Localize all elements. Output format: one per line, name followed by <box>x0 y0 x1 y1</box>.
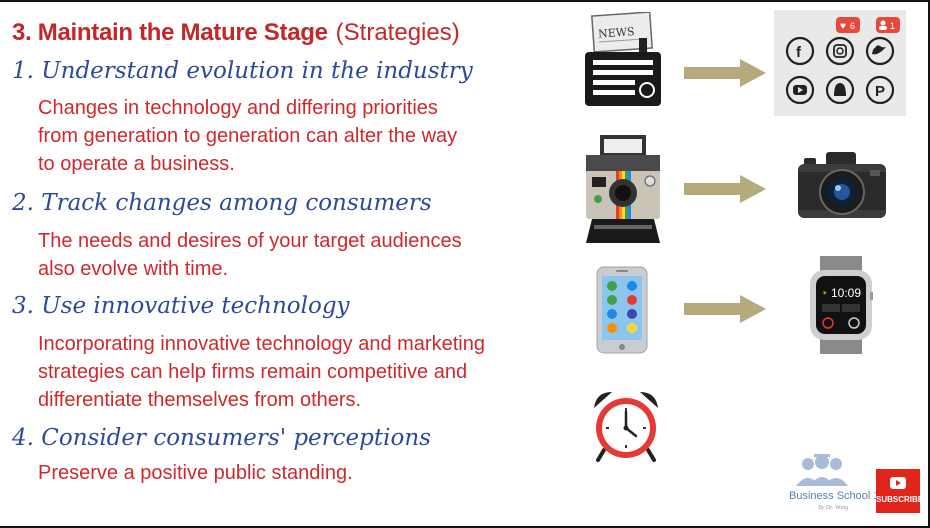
follow-badge-count: 1 <box>890 21 895 31</box>
watch-time: 10:09 <box>831 286 861 300</box>
smartwatch-icon: ☀ 10:09 <box>808 256 874 358</box>
social-media-icon: f P ♥ 6 1 <box>774 10 906 120</box>
arrow-right-icon <box>684 294 768 328</box>
section-body-2: The needs and desires of your target aud… <box>38 227 462 283</box>
logo-text: Business School 101 <box>789 490 892 502</box>
section-body-3: Incorporating innovative technology and … <box>38 330 485 414</box>
section-line: Changes in technology and differing prio… <box>38 97 438 119</box>
title-main: 3. Maintain the Mature Stage <box>12 19 328 46</box>
section-line: also evolve with time. <box>38 258 229 280</box>
business-school-logo-icon <box>784 454 860 494</box>
section-line: Preserve a positive public standing. <box>38 462 353 484</box>
section-body-4: Preserve a positive public standing. <box>38 459 353 487</box>
section-line: Incorporating innovative technology and … <box>38 333 485 355</box>
frame-right-border <box>928 0 930 528</box>
section-line: differentiate themselves from others. <box>38 389 362 411</box>
dslr-camera-icon <box>796 150 888 226</box>
svg-text:♥: ♥ <box>840 21 846 32</box>
subscribe-label: SUBSCRIBE <box>876 495 924 504</box>
youtube-play-icon <box>890 477 906 489</box>
subscribe-button[interactable]: SUBSCRIBE <box>876 469 924 513</box>
section-line: strategies can help firms remain competi… <box>38 361 468 383</box>
svg-text:f: f <box>796 44 802 61</box>
arrow-right-icon <box>684 174 768 208</box>
section-heading-4: 4. Consider consumers' perceptions <box>12 425 431 451</box>
svg-text:☀: ☀ <box>822 290 827 297</box>
section-heading-1: 1. Understand evolution in the industry <box>12 58 473 84</box>
frame-bottom-border <box>0 526 930 528</box>
section-body-1: Changes in technology and differing prio… <box>38 94 457 178</box>
section-heading-2: 2. Track changes among consumers <box>12 190 432 216</box>
section-line: to operate a business. <box>38 153 235 175</box>
arrow-right-icon <box>684 58 768 92</box>
logo-tagline: By Dr. Wong <box>818 505 849 511</box>
page-title: 3. Maintain the Mature Stage (Strategies) <box>12 18 460 47</box>
section-line: The needs and desires of your target aud… <box>38 230 462 252</box>
title-sub: (Strategies) <box>335 19 460 46</box>
smartphone-icon <box>596 266 648 358</box>
section-heading-3: 3. Use innovative technology <box>12 293 350 319</box>
newspaper-radio-icon: NEWS <box>583 11 663 112</box>
section-line: from generation to generation can alter … <box>38 125 458 147</box>
svg-text:P: P <box>875 83 885 100</box>
like-badge-count: 6 <box>850 21 855 31</box>
polaroid-camera-icon <box>584 133 662 249</box>
alarm-clock-icon <box>590 388 662 466</box>
frame-top-border <box>0 0 930 2</box>
newspaper-label: NEWS <box>598 25 635 41</box>
